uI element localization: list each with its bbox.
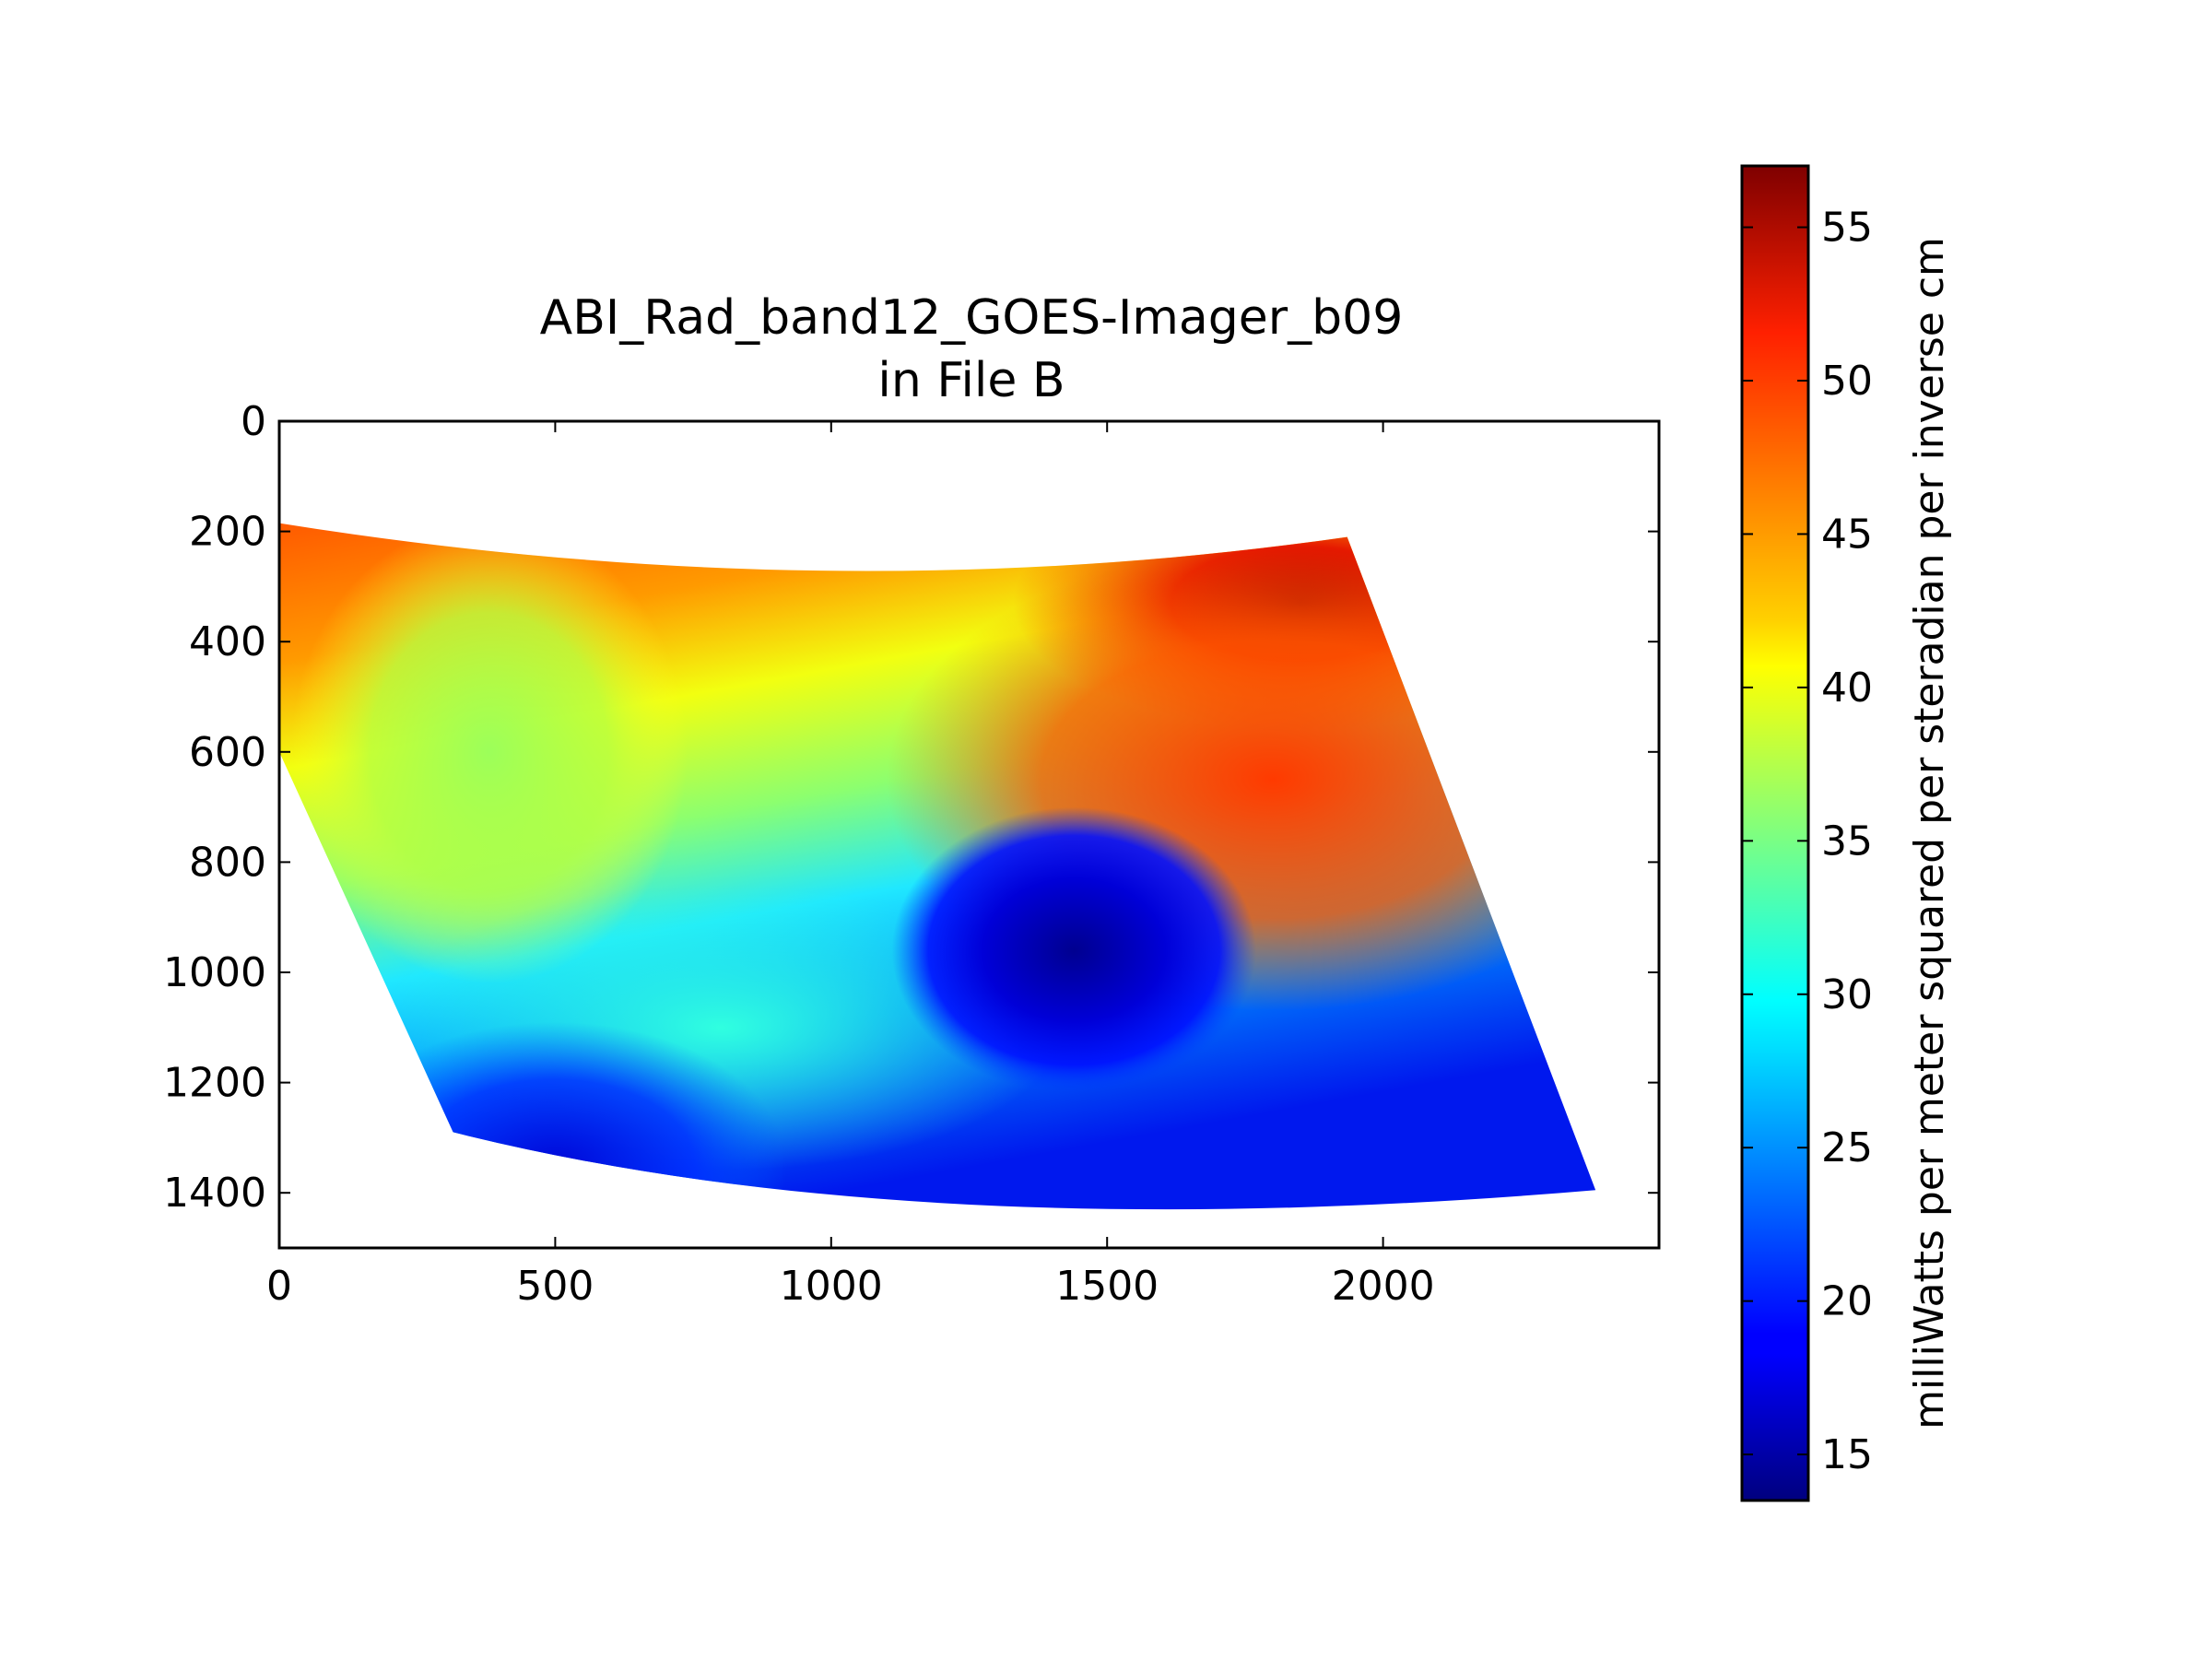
colorbar: 15 20 25 30 35 40 45 50 55 milliWatts per meter … <box>1740 164 1953 1502</box>
y-tick-label: 1000 <box>163 949 266 996</box>
x-tick-label: 500 <box>516 1263 594 1310</box>
y-tick-label: 1200 <box>163 1060 266 1107</box>
colorbar-ticks: 15 20 25 30 35 40 45 50 55 <box>1742 205 1873 1478</box>
y-tick-label: 400 <box>189 618 266 665</box>
y-tick-label: 0 <box>241 398 266 445</box>
colorbar-tick-label: 20 <box>1821 1278 1873 1325</box>
y-tick-label: 600 <box>189 729 266 776</box>
colorbar-tick-label: 30 <box>1821 971 1873 1018</box>
title-line-1: ABI_Rad_band12_GOES-Imager_b09 <box>540 290 1404 346</box>
plot-frame <box>277 419 1661 1250</box>
colorbar-tick-label: 35 <box>1821 818 1873 865</box>
colorbar-tick-label: 15 <box>1821 1431 1873 1478</box>
colorbar-tick-label: 45 <box>1821 511 1873 558</box>
x-tick-label: 1000 <box>780 1263 883 1310</box>
colorbar-gradient <box>1740 164 1810 1502</box>
colorbar-tick-label: 50 <box>1821 358 1873 405</box>
y-tick-label: 1400 <box>163 1170 266 1217</box>
y-tick-label: 200 <box>189 509 266 556</box>
colorbar-tick-label: 40 <box>1821 665 1873 712</box>
colorbar-tick-label: 55 <box>1821 205 1873 252</box>
feature-west-green <box>289 523 688 983</box>
x-tick-label: 2000 <box>1332 1263 1435 1310</box>
feature-storm-core <box>891 806 1256 1094</box>
y-tick-label: 800 <box>189 839 266 886</box>
image-layer <box>279 523 1596 1210</box>
colorbar-label: milliWatts per meter squared per steradi… <box>1906 237 1953 1430</box>
y-axis: 0 200 400 600 800 1000 1200 1400 <box>163 398 1659 1217</box>
colorbar-tick-label: 25 <box>1821 1124 1873 1171</box>
x-tick-label: 1500 <box>1055 1263 1159 1310</box>
title-line-2: in File B <box>877 353 1065 408</box>
x-tick-label: 0 <box>266 1263 292 1310</box>
chart-title: ABI_Rad_band12_GOES-Imager_b09 in File B <box>540 290 1404 408</box>
x-axis: 0 500 1000 1500 2000 <box>266 421 1435 1310</box>
